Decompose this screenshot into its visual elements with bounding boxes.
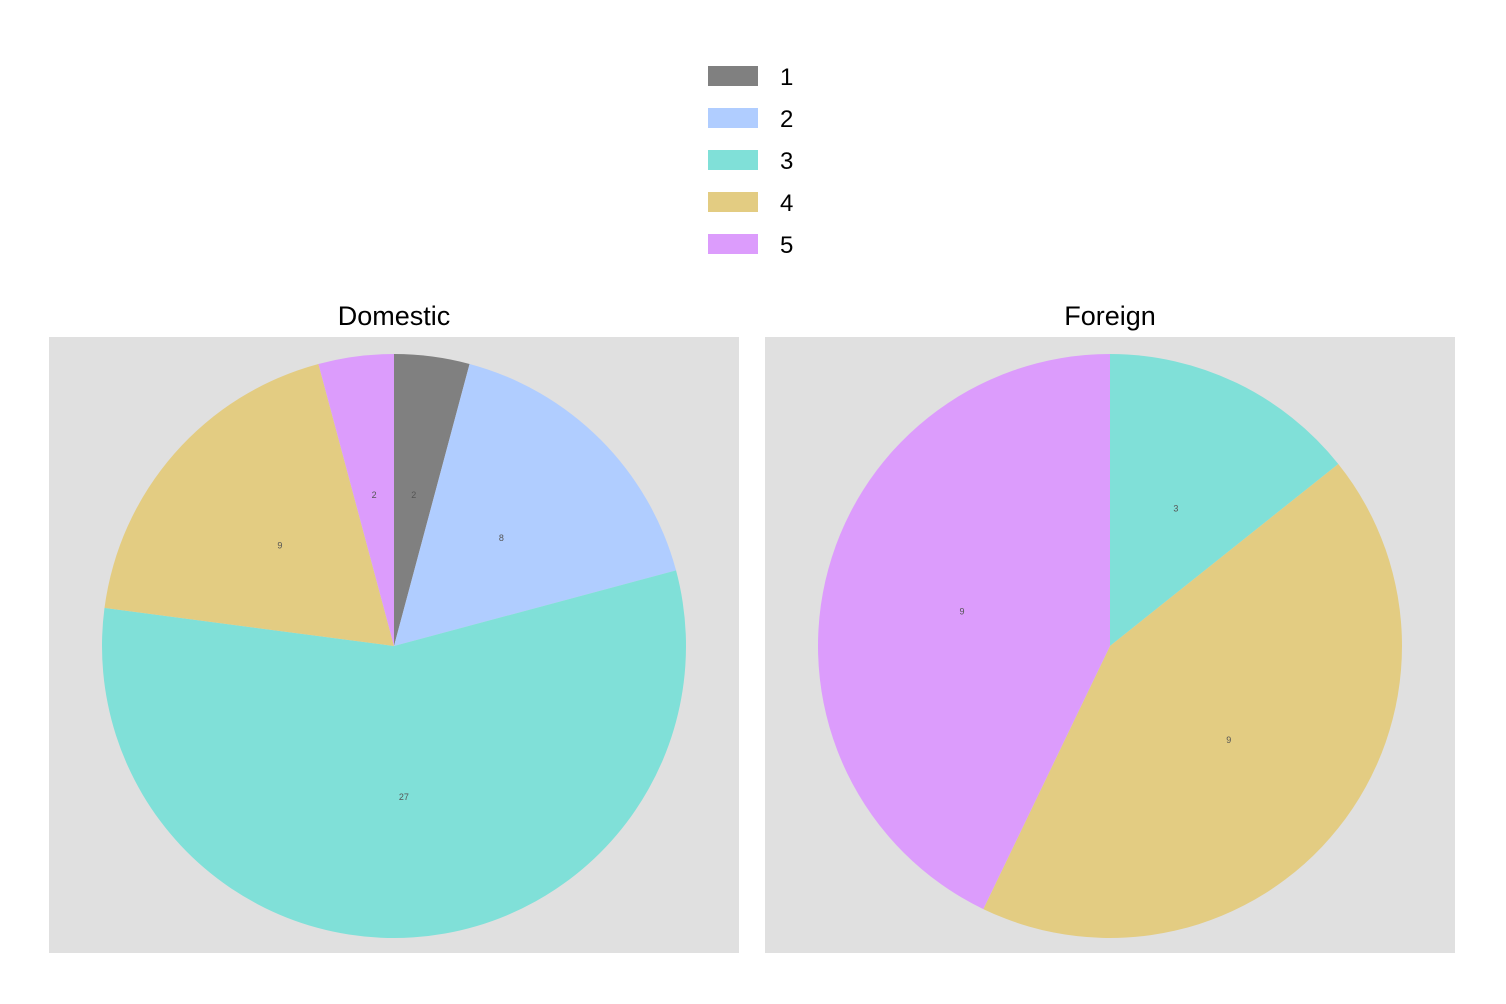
foreign-panel: 3 9 9 <box>765 337 1455 953</box>
legend-label-1: 1 <box>780 64 794 91</box>
domestic-panel: 2 8 27 9 2 <box>49 337 739 953</box>
legend-label-2: 2 <box>780 106 794 133</box>
legend-label-3: 3 <box>780 148 794 175</box>
legend-swatch-5 <box>708 234 758 254</box>
foreign-slice-4 <box>983 463 1402 938</box>
foreign-slice-5 <box>818 354 1110 910</box>
foreign-slice-label-5: 9 <box>959 607 964 617</box>
foreign-pie-chart: 3 9 9 <box>818 354 1402 938</box>
foreign-title: Foreign <box>1064 301 1156 331</box>
legend-label-4: 4 <box>780 190 794 217</box>
legend-swatch-2 <box>708 108 758 128</box>
foreign-slice-label-3: 3 <box>1173 504 1178 514</box>
domestic-slice-1 <box>394 354 470 646</box>
domestic-slice-2 <box>394 363 677 646</box>
domestic-slice-label-4: 9 <box>277 540 282 550</box>
domestic-slice-label-1: 2 <box>411 490 416 500</box>
legend-swatch-4 <box>708 192 758 212</box>
domestic-slice-4 <box>104 363 394 646</box>
foreign-slice-label-4: 9 <box>1226 735 1231 745</box>
domestic-slice-3 <box>102 570 687 938</box>
domestic-pie-chart: 2 8 27 9 2 <box>102 354 687 938</box>
domestic-title: Domestic <box>337 301 451 331</box>
domestic-slice-label-2: 8 <box>499 533 504 543</box>
legend-swatch-1 <box>708 66 758 86</box>
domestic-slice-label-3: 27 <box>399 792 409 802</box>
domestic-slice-5 <box>318 354 394 646</box>
legend-label-5: 5 <box>780 232 794 259</box>
domestic-slice-label-5: 2 <box>372 490 377 500</box>
legend-swatch-3 <box>708 150 758 170</box>
foreign-slice-3 <box>1110 354 1339 646</box>
